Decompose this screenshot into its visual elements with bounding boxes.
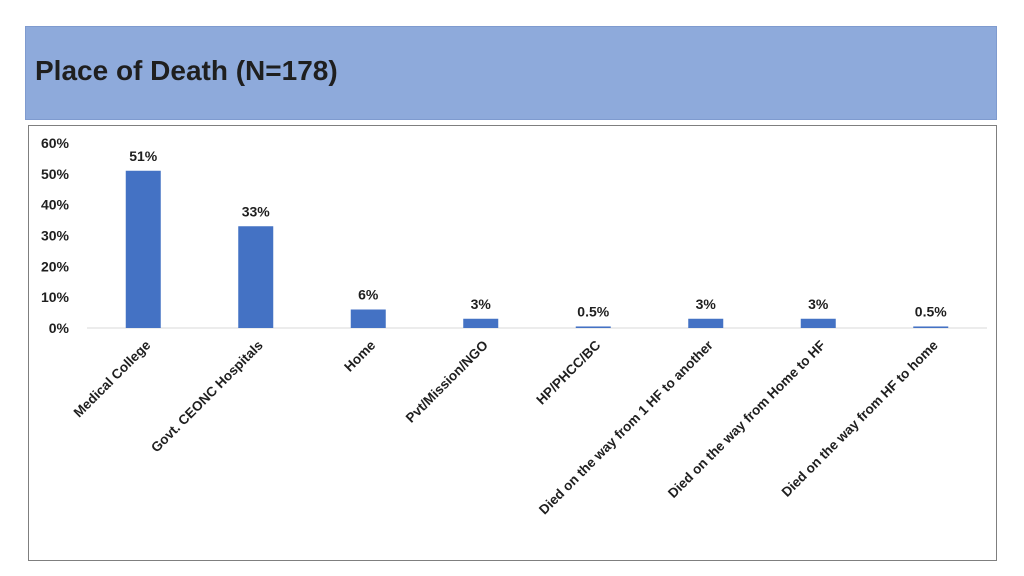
bar [350,309,386,328]
x-category-label: Govt. CEONC Hospitals [148,338,266,456]
x-category-label: Died on the way from 1 HF to another [536,337,716,517]
bar [575,326,611,328]
bar [688,318,724,328]
data-label: 0.5% [915,303,947,319]
y-tick-label: 40% [41,197,70,213]
data-label: 3% [696,296,717,312]
bar-chart: 0% 10% 20% 30% 40% 50% 60% 51% Medical College 33… [41,135,987,517]
x-category-label: Pvt/Mission/NGO [403,338,491,426]
data-label: 33% [242,203,271,219]
bar [800,318,836,328]
bar [913,326,949,328]
y-tick-label: 10% [41,289,70,305]
bar [463,318,499,328]
x-category-label: Home [341,337,378,374]
data-label: 3% [808,296,829,312]
data-label: 6% [358,287,379,303]
title-banner: Place of Death (N=178) [25,26,997,120]
y-tick-label: 0% [49,320,70,336]
page-title: Place of Death (N=178) [35,55,338,86]
data-label: 0.5% [577,303,609,319]
y-tick-label: 50% [41,166,70,182]
y-tick-label: 30% [41,228,70,244]
x-category-label: Medical College [71,337,154,420]
y-tick-label: 20% [41,258,70,274]
data-label: 51% [129,148,158,164]
x-category-label: HP/PHCC/BC [533,337,603,407]
bar [125,170,161,328]
bar [238,226,274,328]
chart-frame: 0% 10% 20% 30% 40% 50% 60% 51% Medical College 33… [28,125,997,561]
y-tick-label: 60% [41,135,70,151]
data-label: 3% [471,296,492,312]
